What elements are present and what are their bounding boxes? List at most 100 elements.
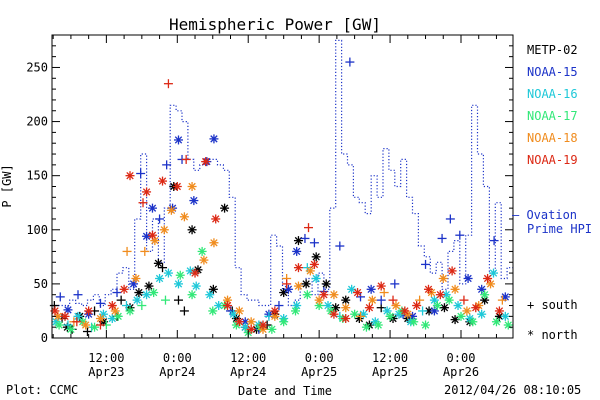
y-axis-label: P [GW] <box>0 164 14 207</box>
noaa-15-south-point <box>455 230 465 240</box>
plot-credit: Plot: CCMC <box>6 383 79 397</box>
x-tick-label-time: 12:00 <box>88 351 124 365</box>
noaa-17-north-point <box>350 309 360 319</box>
noaa-17-north-point <box>90 322 100 332</box>
noaa-18-north-point <box>367 295 377 305</box>
noaa-15-north-point <box>283 284 293 294</box>
metp-02-south-point <box>116 295 126 305</box>
metp-02-north-point <box>293 236 303 246</box>
noaa-16-north-point <box>477 309 487 319</box>
legend-item-metp-02: METP-02 <box>527 43 578 57</box>
noaa-17-north-point <box>187 290 197 300</box>
noaa-15-south-point <box>445 214 455 224</box>
legend-marker-south: + south <box>527 298 578 312</box>
noaa-19-south-point <box>163 79 173 89</box>
noaa-18-north-point <box>293 281 303 291</box>
noaa-15-south-point <box>300 233 310 243</box>
noaa-15-south-point <box>274 301 284 311</box>
legend-item-noaa-18: NOAA-18 <box>527 131 578 145</box>
noaa-15-south-point <box>335 241 345 251</box>
noaa-19-north-point <box>341 314 351 324</box>
noaa-17-north-point <box>468 317 478 327</box>
y-tick-label: 200 <box>26 115 48 129</box>
noaa-16-north-point <box>347 284 357 294</box>
x-tick-label-time: 0:00 <box>305 351 334 365</box>
noaa-16-north-point <box>132 295 142 305</box>
noaa-18-north-point <box>341 303 351 313</box>
noaa-17-north-point <box>491 317 501 327</box>
noaa-16-north-point <box>142 290 152 300</box>
y-tick-label: 100 <box>26 223 48 237</box>
x-tick-label-time: 12:00 <box>230 351 266 365</box>
noaa-16-north-point <box>205 290 215 300</box>
noaa-16-north-point <box>453 301 463 311</box>
noaa-19-south-point <box>181 154 191 164</box>
noaa-17-north-point <box>66 324 76 334</box>
metp-02-north-point <box>208 284 218 294</box>
noaa-18-north-point <box>131 273 141 283</box>
noaa-18-south-point <box>356 311 366 321</box>
noaa-19-north-point <box>447 266 457 276</box>
noaa-19-south-point <box>304 223 314 233</box>
x-tick-label-date: Apr25 <box>372 365 408 379</box>
noaa-19-north-point <box>329 309 339 319</box>
noaa-17-north-point <box>302 290 312 300</box>
noaa-15-south-point <box>162 160 172 170</box>
noaa-19-north-point <box>190 268 200 278</box>
noaa-15-south-point <box>136 169 146 179</box>
x-tick-label-date: Apr24 <box>230 365 266 379</box>
noaa-17-north-point <box>267 324 277 334</box>
noaa-17-north-point <box>54 320 64 330</box>
noaa-15-south-point <box>73 290 83 300</box>
noaa-17-north-point <box>361 322 371 332</box>
noaa-17-north-point <box>125 306 135 316</box>
noaa-17-south-point <box>137 301 147 311</box>
noaa-18-north-point <box>166 205 176 215</box>
noaa-15-south-point <box>55 292 65 302</box>
x-tick-label-time: 12:00 <box>372 351 408 365</box>
noaa-19-north-point <box>494 306 504 316</box>
legend-item-noaa-15: NOAA-15 <box>527 65 578 79</box>
noaa-17-north-point <box>456 311 466 321</box>
legend-marker-north: * north <box>527 328 578 342</box>
noaa-17-north-point <box>149 288 159 298</box>
noaa-17-north-point <box>503 320 513 330</box>
noaa-16-north-point <box>191 281 201 291</box>
x-tick-label-time: 0:00 <box>163 351 192 365</box>
noaa-19-north-point <box>483 273 493 283</box>
noaa-17-north-point <box>291 306 301 316</box>
noaa-19-south-point <box>459 295 469 305</box>
noaa-15-north-point <box>463 273 473 283</box>
noaa-18-south-point <box>122 246 132 256</box>
metp-02-south-point <box>179 306 189 316</box>
metp-02-north-point <box>331 303 341 313</box>
noaa-19-north-point <box>147 230 157 240</box>
noaa-15-south-point <box>155 214 165 224</box>
noaa-18-north-point <box>110 306 120 316</box>
noaa-17-north-point <box>197 246 207 256</box>
noaa-18-north-point <box>179 212 189 222</box>
metp-02-north-point <box>153 258 163 268</box>
noaa-19-south-point <box>388 295 398 305</box>
y-tick-label: 50 <box>34 277 48 291</box>
noaa-19-north-point <box>400 306 410 316</box>
noaa-17-north-point <box>409 317 419 327</box>
noaa-15-north-point <box>366 284 376 294</box>
noaa-15-north-point <box>142 231 152 241</box>
noaa-18-south-point <box>497 295 507 305</box>
noaa-19-south-point <box>72 317 82 327</box>
noaa-18-north-point <box>159 225 169 235</box>
metp-02-south-point <box>82 327 92 337</box>
y-tick-label: 0 <box>41 331 48 345</box>
x-tick-label-date: Apr26 <box>443 365 479 379</box>
noaa-17-north-point <box>113 311 123 321</box>
plot-timestamp: 2012/04/26 08:10:05 <box>444 383 582 397</box>
noaa-19-north-point <box>309 259 319 269</box>
ovation-series-line <box>52 39 513 307</box>
noaa-17-north-point <box>175 270 185 280</box>
noaa-17-north-point <box>432 301 442 311</box>
x-tick-label-date: Apr24 <box>159 365 195 379</box>
noaa-18-north-point <box>391 301 401 311</box>
metp-02-north-point <box>187 225 197 235</box>
x-tick-label-date: Apr25 <box>301 365 337 379</box>
